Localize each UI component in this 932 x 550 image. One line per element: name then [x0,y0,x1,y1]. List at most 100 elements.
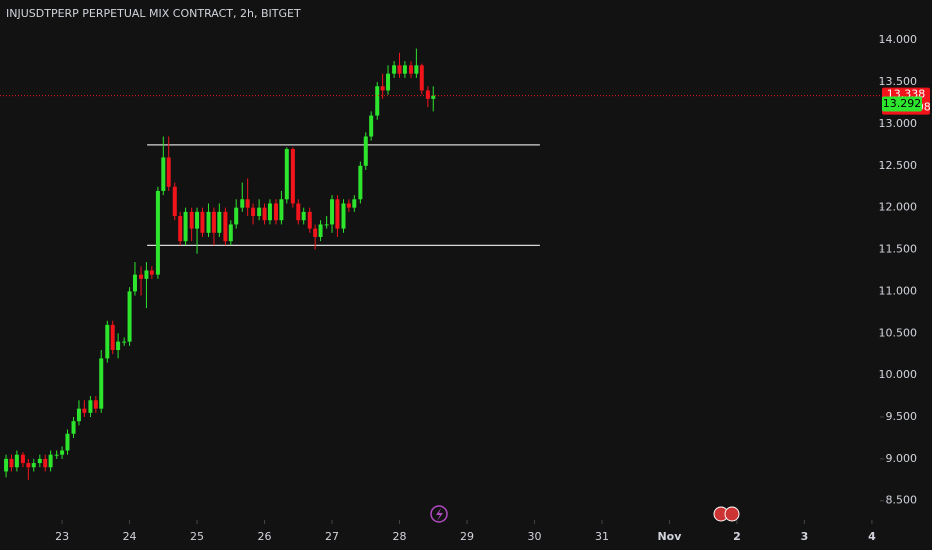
candle-body [172,186,177,217]
chart-title: INJUSDTPERP PERPETUAL MIX CONTRACT, 2h, … [6,7,301,20]
candle-body [110,324,115,351]
candle-body [284,149,289,200]
candle-body [99,358,104,409]
x-tick-label: 3 [801,530,809,543]
candle-body [358,165,363,200]
candle-body [31,463,36,468]
candle-body [139,274,144,279]
candle-body [369,115,374,137]
x-tick-label: 31 [595,530,609,543]
candle-body [211,211,216,233]
candle-body [386,73,391,91]
y-tick-label: 10.500 [879,326,918,339]
candle-body [14,454,19,468]
candle-body [408,65,413,74]
candle-body [223,211,228,242]
candle-body [105,324,110,359]
x-tick-label: Nov [657,530,682,543]
candle-body [352,199,357,208]
candle-body [392,65,397,74]
candle-body [341,203,346,229]
candle-body [324,224,329,226]
candle-body [9,458,14,468]
y-tick-label: 10.000 [879,368,918,381]
candle-body [166,157,171,187]
candle-body [279,199,284,221]
candle-body [375,86,380,116]
candle-body [189,211,194,229]
x-tick-label: 25 [190,530,204,543]
x-tick-label: 24 [123,530,137,543]
candle-body [307,211,312,229]
y-tick-label: 13.000 [879,117,918,130]
candle-body [76,408,81,422]
candle-body [149,270,154,275]
candle-body [245,199,250,208]
candle-body [301,211,306,221]
candle-body [122,341,127,343]
icon-lightning-bolt [436,508,443,521]
bottom-icons [430,505,740,523]
y-tick-label: 14.000 [879,33,918,46]
candle-body [93,400,98,409]
candle-body [4,458,9,472]
candle-body [397,65,402,74]
x-tick-label: 23 [55,530,69,543]
x-tick-label: 2 [733,530,741,543]
candle-body [161,157,166,191]
candle-body [257,207,262,217]
candle-body [262,207,267,221]
candle-body [206,211,211,233]
candle-body [20,454,25,464]
y-tick-label: 11.500 [879,243,918,256]
candle-body [414,65,419,74]
candle-body [132,274,137,292]
candle-body [313,228,318,237]
candle-body [318,224,323,237]
x-tick-label: 29 [460,530,474,543]
candle-body [37,458,42,464]
candle-body [402,65,407,74]
candle-body [183,211,188,242]
candle-body [251,207,256,217]
candle-body [116,341,121,351]
candle-body [82,408,87,413]
y-tick-label: 11.000 [879,284,918,297]
x-tick-label: 28 [393,530,407,543]
candle-body [26,463,31,468]
candle-body [65,433,70,451]
y-tick-label: 12.000 [879,201,918,214]
y-tick-label: 9.000 [886,452,918,465]
candle-body [274,203,279,221]
candle-body [290,149,295,204]
icon-lightning [430,505,448,523]
candle-body [425,90,430,99]
candle-body [88,400,93,413]
candle-body [267,203,272,221]
candle-body [178,216,183,242]
x-tick-label: 27 [325,530,339,543]
candle-body [346,203,351,208]
second-price-box [882,96,922,112]
candle-body [155,190,160,275]
candle-body [330,199,335,225]
candle-body [363,136,368,166]
y-tick-label: 12.500 [879,159,918,172]
candle-body [335,199,340,229]
candle-body [200,211,205,233]
candle-body [144,270,149,279]
y-tick-label: 9.500 [886,410,918,423]
second-price-label: 13.292 [883,97,922,110]
x-tick-label: 26 [258,530,272,543]
candle-body [127,291,132,342]
icon-flag [724,506,740,522]
x-tick-label: 30 [527,530,541,543]
candle-body [60,450,65,455]
candle-body [380,86,385,91]
candle-body [234,207,239,225]
y-tick-label: 8.500 [886,494,918,507]
candle-body [296,203,301,221]
candle-body [48,454,53,468]
candle-body [43,458,48,468]
